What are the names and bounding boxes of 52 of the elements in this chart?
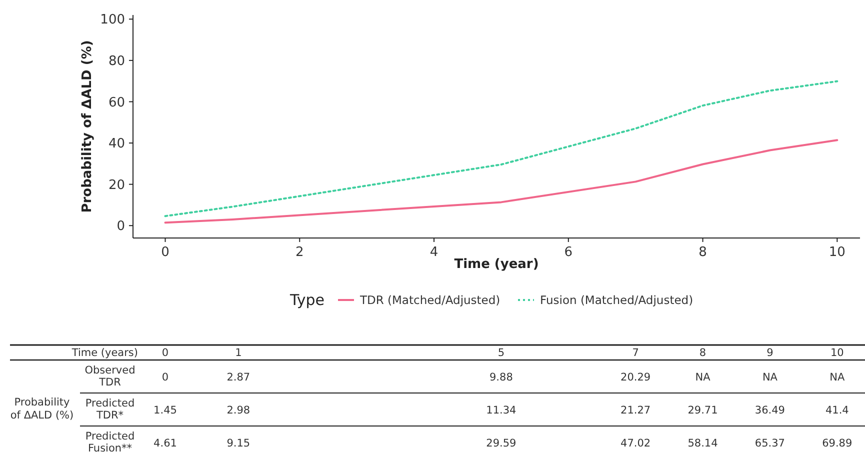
text: 21.27: [620, 404, 651, 416]
text: 1.45: [154, 404, 177, 416]
y-tick-label: 100: [100, 12, 125, 28]
text: NA: [830, 372, 846, 384]
text: 5: [498, 347, 505, 359]
x-tick-label: 10: [828, 245, 846, 260]
text: 29.71: [688, 404, 718, 416]
text: 11.34: [486, 404, 517, 416]
y-axis-title: Probability of ΔALD (%): [80, 40, 95, 213]
text: Probability of ΔALD (%): [10, 396, 74, 422]
x-tick-label: 2: [295, 245, 304, 260]
text: 9: [766, 347, 774, 359]
x-tick-label: 8: [698, 245, 707, 260]
text: 2.87: [226, 372, 250, 384]
x-tick-label: 6: [564, 245, 573, 260]
y-tick-label: 60: [108, 95, 125, 110]
legend-label: Fusion (Matched/Adjusted): [540, 293, 694, 307]
text: 29.59: [486, 438, 516, 450]
text: 8: [699, 347, 706, 359]
line-series: [164, 139, 838, 224]
line-series: [164, 80, 838, 218]
text: 10: [830, 347, 844, 359]
y-tick-label: 0: [116, 219, 125, 234]
x-axis-title: Time (year): [454, 257, 539, 272]
x-tick-label: 4: [430, 245, 438, 260]
x-tick-label: 0: [161, 245, 170, 260]
text: NA: [695, 372, 712, 384]
text: NA: [762, 372, 778, 384]
legend-label: TDR (Matched/Adjusted): [359, 293, 500, 307]
text: 65.37: [754, 438, 785, 450]
text: 69.89: [822, 438, 852, 450]
text: Time (years): [70, 347, 138, 359]
text: 7: [632, 347, 639, 359]
text: 20.29: [620, 372, 651, 384]
text: Predicted TDR*: [85, 398, 135, 422]
text: 2.98: [226, 404, 250, 416]
text: 0: [162, 347, 169, 359]
legend-title: Type: [289, 291, 324, 309]
text: 9.88: [490, 372, 513, 384]
text: 0: [162, 372, 169, 384]
text: 1: [235, 347, 242, 359]
text: 41.4: [825, 404, 850, 416]
text: Observed TDR: [84, 364, 136, 388]
text: 36.49: [754, 404, 785, 416]
text: 47.02: [620, 438, 651, 450]
y-tick-label: 80: [108, 54, 125, 69]
text: 58.14: [688, 438, 718, 450]
y-tick-label: 20: [108, 178, 125, 193]
y-tick-label: 40: [108, 136, 125, 152]
text: 9.15: [226, 438, 250, 450]
text: Predicted Fusion**: [85, 430, 135, 453]
text: 4.61: [154, 438, 177, 450]
